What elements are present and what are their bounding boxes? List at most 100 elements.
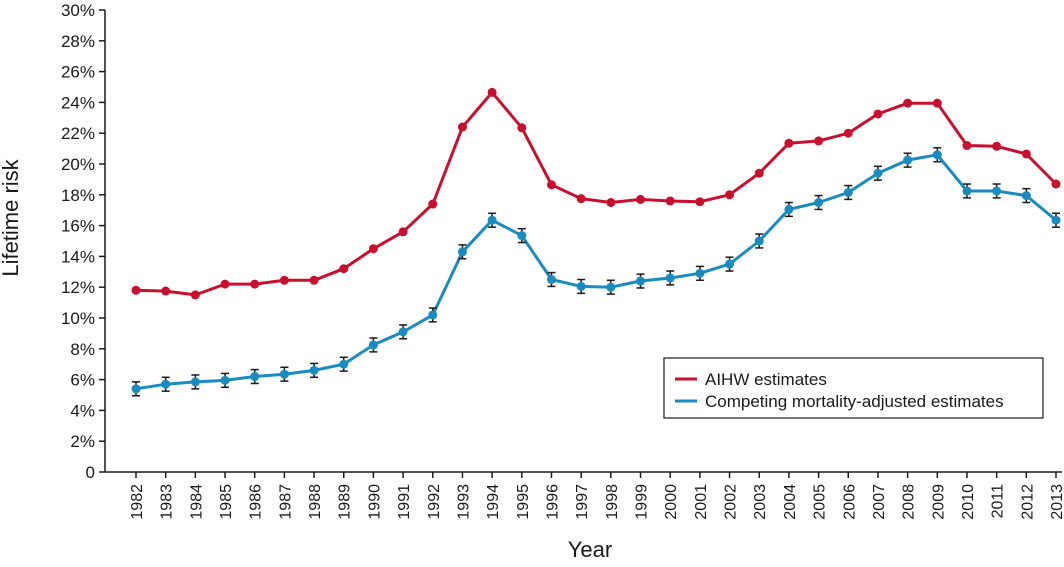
data-point: [725, 190, 735, 200]
data-point: [636, 276, 646, 286]
data-point: [428, 310, 438, 320]
x-tick-label: 1986: [248, 484, 265, 520]
data-point: [636, 194, 646, 204]
y-tick-label: 28%: [61, 32, 95, 51]
data-point: [161, 379, 171, 389]
data-point: [279, 275, 289, 285]
data-point: [992, 141, 1002, 151]
x-tick-label: 1998: [604, 484, 621, 520]
axes: 0 2% 4% 6% 8% 10% 12% 14% 16% 18% 20% 22% 24% 26% 28% 3…: [61, 1, 1064, 520]
x-tick-label: 2010: [960, 484, 977, 520]
data-point: [546, 180, 556, 190]
data-point: [606, 198, 616, 207]
y-tick-label: 12%: [61, 278, 95, 297]
data-point: [1021, 149, 1031, 159]
y-tick-label: 16%: [61, 217, 95, 236]
x-tick-label: 1993: [455, 484, 472, 520]
data-point: [190, 290, 200, 300]
data-point: [1051, 179, 1061, 189]
y-tick-label: 24%: [61, 93, 95, 112]
data-point: [368, 244, 378, 254]
data-point: [517, 231, 527, 241]
data-point: [932, 98, 942, 108]
y-tick-label: 14%: [61, 247, 95, 266]
legend-label: Competing mortality-adjusted estimates: [705, 392, 1004, 411]
x-tick-label: 2008: [901, 484, 918, 520]
legend-label: AIHW estimates: [705, 370, 827, 389]
series-2: [131, 147, 1061, 397]
data-point: [309, 275, 319, 285]
series-1: [131, 87, 1061, 300]
y-tick-label: 18%: [61, 186, 95, 205]
data-point: [398, 327, 408, 337]
y-tick-label: 22%: [61, 124, 95, 143]
x-tick-label: 2004: [782, 484, 799, 520]
x-tick-label: 1996: [544, 484, 561, 520]
x-tick-label: 1999: [634, 484, 651, 520]
data-point: [220, 279, 230, 289]
data-point: [398, 227, 408, 237]
data-point: [457, 122, 467, 132]
data-point: [131, 285, 141, 295]
x-tick-label: 1997: [574, 484, 591, 520]
data-point: [665, 273, 675, 283]
x-tick-label: 2005: [812, 484, 829, 520]
x-tick-label: 1994: [485, 484, 502, 520]
legend-box: [663, 357, 1044, 419]
data-point: [992, 186, 1002, 196]
series-line: [135, 90, 1058, 297]
data-point: [962, 141, 972, 151]
x-axis-title: Year: [568, 537, 612, 562]
data-point: [339, 264, 349, 274]
x-tick-label: 1991: [396, 484, 413, 520]
data-point: [250, 279, 260, 289]
y-axis-title: Lifetime risk: [0, 158, 23, 276]
data-point: [843, 187, 853, 197]
data-point: [754, 168, 764, 178]
data-point: [784, 138, 794, 148]
data-point: [962, 186, 972, 196]
data-point: [606, 282, 616, 292]
series-line: [135, 153, 1057, 391]
data-point: [190, 377, 200, 387]
data-point: [487, 87, 497, 97]
data-point: [725, 259, 735, 269]
x-tick-label: 2001: [693, 484, 710, 520]
data-point: [903, 155, 913, 165]
data-point: [428, 199, 438, 209]
data-point: [309, 365, 319, 375]
data-point: [784, 204, 794, 214]
x-tick-label: 1982: [129, 484, 146, 520]
data-point: [754, 236, 764, 246]
x-tick-label: 1983: [159, 484, 176, 520]
data-point: [487, 215, 497, 225]
x-tick-label: 2011: [990, 484, 1007, 519]
data-point: [576, 194, 586, 204]
x-tick-label: 1985: [218, 484, 235, 520]
x-tick-label: 1988: [307, 484, 324, 520]
y-tick-label: 8%: [70, 340, 95, 359]
data-point: [873, 109, 883, 119]
data-point: [1051, 215, 1061, 225]
y-tick-label: 30%: [61, 1, 95, 20]
x-tick-label: 1984: [188, 484, 205, 520]
x-tick-label: 2009: [930, 484, 947, 520]
x-tick-label: 2000: [663, 484, 680, 520]
data-point: [517, 123, 527, 133]
y-tick-label: 6%: [70, 371, 95, 390]
x-tick-label: 2012: [1019, 484, 1036, 520]
x-tick-label: 1989: [337, 484, 354, 520]
data-point: [814, 198, 824, 207]
data-point: [220, 375, 230, 385]
data-point: [903, 98, 913, 108]
x-tick-label: 1992: [426, 484, 443, 520]
data-point: [665, 196, 675, 206]
x-tick-label: 1995: [515, 484, 532, 520]
data-point: [546, 275, 556, 284]
data-point: [368, 340, 378, 350]
data-point: [932, 150, 942, 160]
x-tick-label: 2002: [723, 484, 740, 520]
x-tick-label: 1990: [366, 484, 383, 520]
data-point: [873, 168, 883, 178]
